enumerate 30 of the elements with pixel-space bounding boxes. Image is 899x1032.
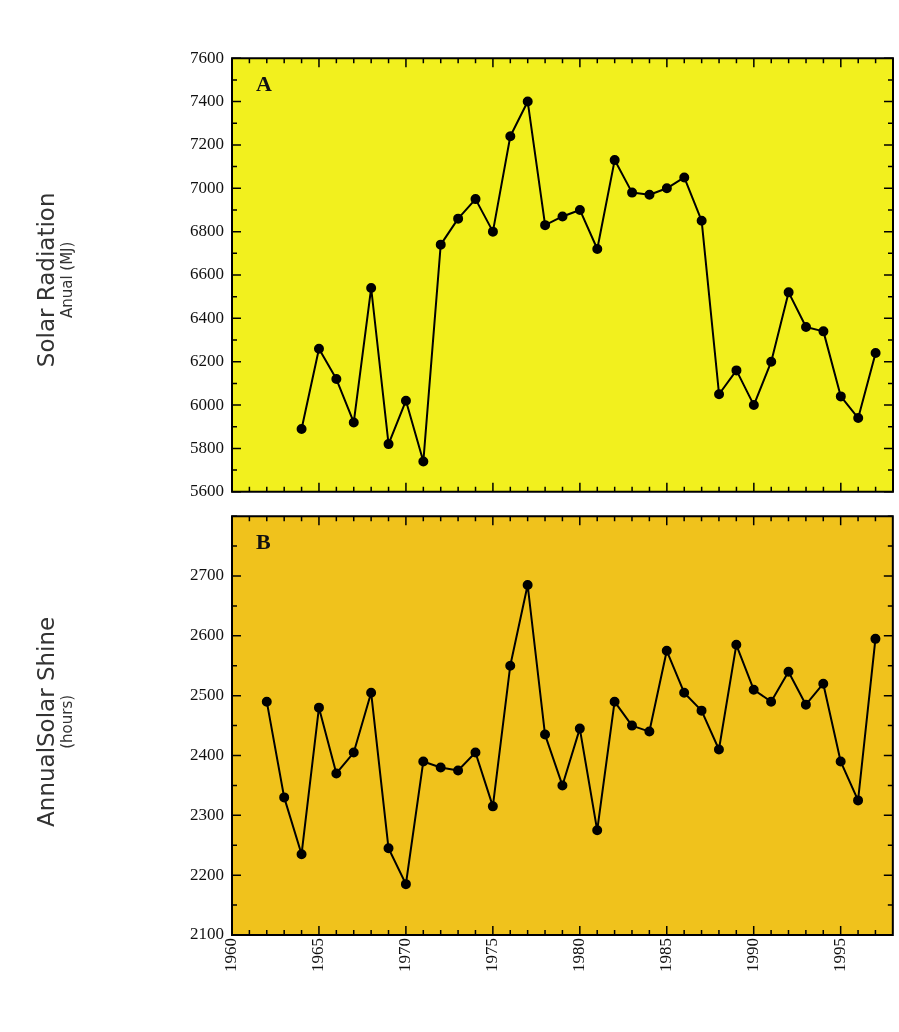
y-tick-label: 6400	[190, 307, 224, 327]
y-axis-title: AnnualSolar Shine (hours)	[33, 616, 77, 827]
x-tick-label: 1970	[395, 938, 415, 972]
y-tick-label: 2300	[190, 804, 224, 824]
y-tick-label: 6800	[190, 221, 224, 241]
y-tick-label: 7600	[190, 47, 224, 67]
x-tick-label: 1975	[482, 938, 502, 972]
y-tick-label: 2400	[190, 744, 224, 764]
y-axis-title: Solar Radiation Anual (MJ)	[33, 192, 77, 368]
y-tick-label: 2700	[190, 565, 224, 585]
x-tick-label: 1995	[830, 938, 850, 972]
x-tick-label: 1990	[743, 938, 763, 972]
y-tick-label: 2600	[190, 625, 224, 645]
x-tick-label: 1985	[656, 938, 676, 972]
x-tick-label: 1980	[569, 938, 589, 972]
y-tick-label: 7200	[190, 134, 224, 154]
y-tick-label: 2500	[190, 685, 224, 705]
annotation: B	[256, 528, 271, 554]
y-tick-label: 7000	[190, 177, 224, 197]
x-tick-label: 1965	[308, 938, 328, 972]
y-tick-label: 6600	[190, 264, 224, 284]
y-tick-label: 5800	[190, 437, 224, 457]
y-tick-label: 2100	[190, 924, 224, 944]
y-tick-label: 7400	[190, 91, 224, 111]
y-tick-label: 6200	[190, 351, 224, 371]
annotation: A	[256, 70, 272, 96]
y-tick-label: 6000	[190, 394, 224, 414]
x-tick-label: 1960	[221, 938, 241, 972]
y-tick-label: 5600	[190, 481, 224, 501]
y-tick-label: 2200	[190, 864, 224, 884]
